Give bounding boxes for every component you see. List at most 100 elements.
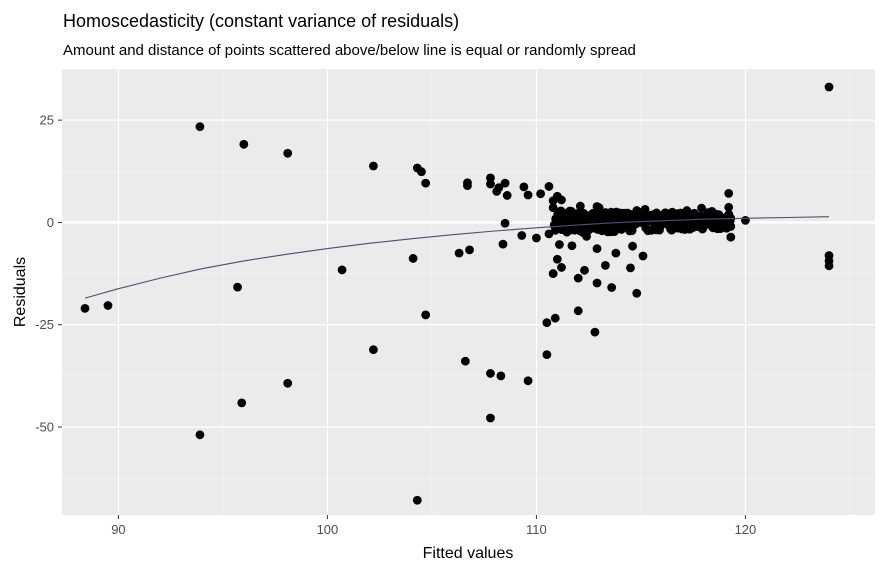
data-point <box>557 263 566 272</box>
data-point <box>628 241 637 251</box>
data-point <box>460 356 470 366</box>
data-point <box>195 122 205 132</box>
data-point <box>691 211 701 221</box>
data-point <box>500 218 510 228</box>
y-axis: 25 0 -25 -50 <box>35 113 62 435</box>
data-point <box>523 190 533 200</box>
data-point <box>486 173 495 183</box>
data-point <box>548 203 558 213</box>
x-axis: 90 100 110 120 <box>111 515 756 537</box>
data-point <box>532 233 541 243</box>
data-point <box>572 213 582 223</box>
data-point <box>584 220 594 230</box>
data-point <box>580 265 589 275</box>
grid-minor <box>62 68 875 515</box>
grid-major <box>62 69 875 515</box>
data-point <box>590 327 600 337</box>
y-tick-label: -25 <box>35 317 54 332</box>
data-point <box>573 306 583 316</box>
data-point <box>500 178 510 188</box>
x-tick-label: 110 <box>526 522 547 537</box>
data-point <box>519 182 529 192</box>
data-point <box>502 191 512 200</box>
data-point <box>544 229 554 239</box>
data-point <box>626 219 636 229</box>
data-point <box>239 139 249 149</box>
data-point <box>233 282 242 292</box>
data-point <box>567 241 577 251</box>
data-point <box>548 269 558 278</box>
data-point <box>626 263 635 273</box>
data-point <box>417 167 426 177</box>
data-point <box>564 217 574 226</box>
x-tick-label: 120 <box>735 522 757 537</box>
data-point <box>496 371 506 381</box>
data-point <box>552 254 562 264</box>
data-points <box>80 82 834 505</box>
y-tick-label: -50 <box>35 420 54 435</box>
data-point <box>492 186 502 196</box>
data-point <box>421 310 431 320</box>
data-point <box>710 210 720 220</box>
data-point <box>724 202 734 212</box>
data-point <box>637 207 646 217</box>
data-point <box>237 398 247 408</box>
x-tick-label: 90 <box>111 522 125 537</box>
plot-panel <box>62 69 875 515</box>
chart-title: Homoscedasticity (constant variance of r… <box>63 11 459 31</box>
data-point <box>824 82 834 92</box>
data-point <box>498 239 508 249</box>
data-point <box>632 288 642 298</box>
y-tick-label: 0 <box>47 215 54 230</box>
data-point <box>421 178 431 188</box>
data-point <box>592 244 602 254</box>
data-point <box>592 278 602 288</box>
data-point <box>486 369 495 378</box>
data-point <box>600 261 610 270</box>
data-point <box>542 350 552 360</box>
data-point <box>408 254 418 263</box>
data-point <box>681 224 691 234</box>
data-point <box>523 376 533 386</box>
data-point <box>656 218 665 228</box>
data-point <box>195 430 205 440</box>
x-axis-title: Fitted values <box>423 545 514 562</box>
data-point <box>824 261 834 271</box>
data-point <box>463 181 472 191</box>
data-point <box>486 179 495 189</box>
data-point <box>597 215 606 225</box>
data-point <box>724 188 734 198</box>
data-point <box>283 148 293 158</box>
data-point <box>726 232 736 242</box>
data-point <box>557 195 566 205</box>
trend-line <box>84 216 830 299</box>
data-point <box>592 202 602 211</box>
data-point <box>611 248 621 258</box>
data-point <box>412 495 422 505</box>
data-point <box>575 201 585 211</box>
data-point <box>573 273 583 283</box>
data-point <box>465 245 474 255</box>
data-point <box>627 226 637 236</box>
data-point <box>641 223 651 233</box>
data-point <box>544 182 554 191</box>
y-axis-title: Residuals <box>12 257 29 327</box>
data-point <box>652 210 662 219</box>
data-point <box>486 413 495 423</box>
x-tick-label: 100 <box>317 522 339 537</box>
data-point <box>369 161 378 171</box>
data-point <box>674 221 684 231</box>
data-point <box>719 222 728 232</box>
data-point <box>579 213 589 223</box>
data-point <box>555 240 564 249</box>
data-point <box>369 345 378 355</box>
data-point <box>638 251 648 261</box>
data-point <box>607 283 617 292</box>
data-point <box>536 189 546 199</box>
y-tick-label: 25 <box>40 113 54 128</box>
data-point <box>542 318 552 328</box>
chart-subtitle: Amount and distance of points scattered … <box>63 42 636 59</box>
data-point <box>283 378 293 388</box>
data-point <box>611 221 621 231</box>
